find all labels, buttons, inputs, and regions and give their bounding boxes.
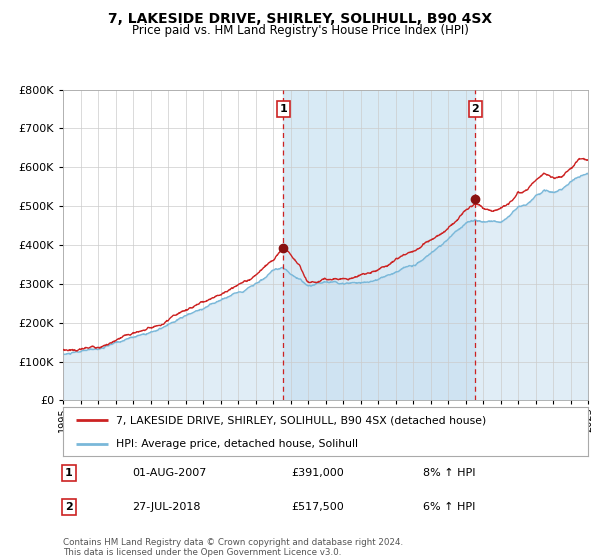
Text: 7, LAKESIDE DRIVE, SHIRLEY, SOLIHULL, B90 4SX: 7, LAKESIDE DRIVE, SHIRLEY, SOLIHULL, B9… — [108, 12, 492, 26]
Text: 6% ↑ HPI: 6% ↑ HPI — [423, 502, 475, 512]
Text: 8% ↑ HPI: 8% ↑ HPI — [423, 468, 476, 478]
Text: 27-JUL-2018: 27-JUL-2018 — [132, 502, 200, 512]
Text: 1: 1 — [65, 468, 73, 478]
Text: Price paid vs. HM Land Registry's House Price Index (HPI): Price paid vs. HM Land Registry's House … — [131, 24, 469, 36]
Text: £391,000: £391,000 — [291, 468, 344, 478]
Text: 2: 2 — [65, 502, 73, 512]
Text: 01-AUG-2007: 01-AUG-2007 — [132, 468, 206, 478]
Text: 7, LAKESIDE DRIVE, SHIRLEY, SOLIHULL, B90 4SX (detached house): 7, LAKESIDE DRIVE, SHIRLEY, SOLIHULL, B9… — [115, 416, 486, 426]
Text: HPI: Average price, detached house, Solihull: HPI: Average price, detached house, Soli… — [115, 439, 358, 449]
Text: £517,500: £517,500 — [291, 502, 344, 512]
Text: 2: 2 — [472, 104, 479, 114]
Text: 1: 1 — [280, 104, 287, 114]
Bar — [283, 90, 475, 400]
Text: This data is licensed under the Open Government Licence v3.0.: This data is licensed under the Open Gov… — [63, 548, 341, 557]
Text: Contains HM Land Registry data © Crown copyright and database right 2024.: Contains HM Land Registry data © Crown c… — [63, 538, 403, 547]
